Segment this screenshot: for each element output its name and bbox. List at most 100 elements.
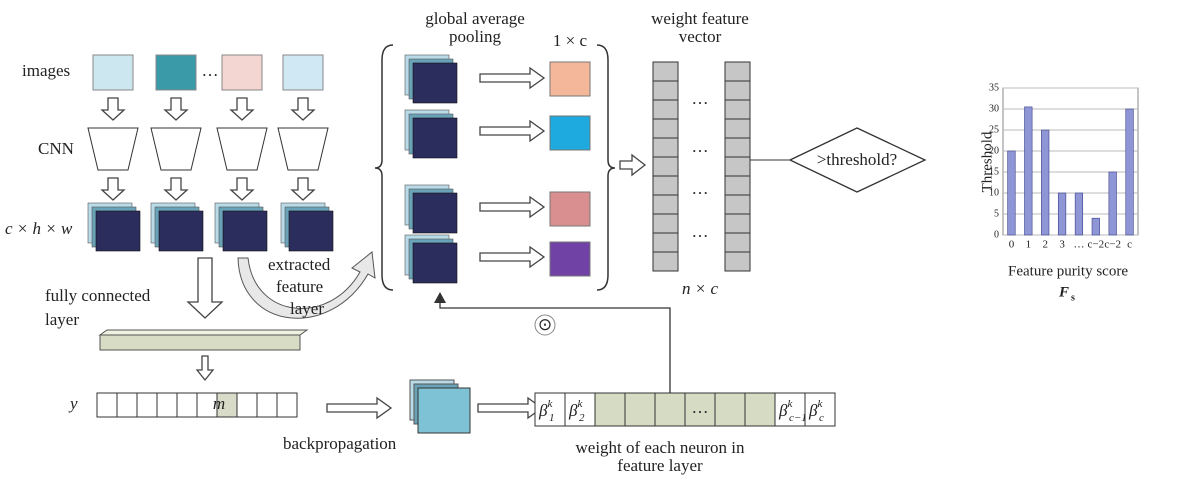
cell bbox=[237, 393, 257, 417]
bar bbox=[1008, 151, 1016, 235]
cell bbox=[653, 252, 678, 271]
label: layer bbox=[290, 299, 324, 318]
cell bbox=[725, 195, 750, 214]
arrow bbox=[478, 398, 542, 418]
arrow bbox=[620, 155, 645, 175]
cell bbox=[653, 100, 678, 119]
cell bbox=[745, 393, 775, 426]
cell bbox=[725, 214, 750, 233]
small-stack bbox=[410, 380, 470, 433]
chart: 051015202530350123…c−2c−2cThresholdFeatu… bbox=[979, 82, 1138, 303]
bar bbox=[1092, 218, 1100, 235]
y-axis-label: Threshold bbox=[979, 131, 995, 192]
label: m bbox=[213, 394, 225, 413]
cell bbox=[653, 157, 678, 176]
output-row bbox=[97, 393, 297, 417]
diagram: images … CNN c × h × w fully connected l… bbox=[0, 0, 1185, 476]
image bbox=[222, 55, 262, 90]
label: weight of each neuron in bbox=[576, 438, 745, 457]
pooling-stacks bbox=[405, 55, 457, 283]
cell bbox=[653, 138, 678, 157]
cell bbox=[715, 393, 745, 426]
cell bbox=[653, 214, 678, 233]
x-tick-label: c bbox=[1127, 239, 1132, 251]
ellipsis: … bbox=[692, 398, 709, 417]
cell bbox=[725, 138, 750, 157]
cnn bbox=[88, 128, 328, 170]
cell bbox=[725, 176, 750, 195]
x-tick-label: c−2 bbox=[1104, 239, 1121, 251]
cell bbox=[725, 157, 750, 176]
x-symbol-sub: s bbox=[1071, 292, 1075, 303]
label: weight feature bbox=[651, 9, 749, 28]
feature-maps bbox=[88, 203, 333, 251]
plot-bg bbox=[1003, 88, 1138, 235]
bar bbox=[1075, 193, 1083, 235]
image bbox=[156, 55, 196, 90]
ellipsis: … bbox=[202, 61, 219, 80]
bar bbox=[1126, 109, 1134, 235]
y-tick-label: 35 bbox=[989, 82, 999, 93]
beta-part: 2 bbox=[579, 412, 585, 424]
label: layer bbox=[45, 310, 79, 329]
arrows bbox=[102, 98, 314, 200]
label: extracted bbox=[268, 255, 331, 274]
cell bbox=[157, 393, 177, 417]
x-tick-label: 0 bbox=[1009, 239, 1015, 251]
beta-part: c−1 bbox=[789, 412, 807, 424]
pooled bbox=[550, 242, 590, 276]
cell bbox=[595, 393, 625, 426]
label: >threshold? bbox=[817, 150, 897, 169]
x-tick-label: 2 bbox=[1042, 239, 1048, 251]
cell bbox=[653, 81, 678, 100]
pooled bbox=[550, 192, 590, 226]
cell bbox=[725, 233, 750, 252]
label: global average bbox=[425, 9, 525, 28]
bar bbox=[1041, 130, 1049, 235]
x-tick-label: 1 bbox=[1026, 239, 1032, 251]
label: c × h × w bbox=[5, 219, 73, 238]
x-tick-label: c−2 bbox=[1088, 239, 1105, 251]
label: n × c bbox=[682, 279, 718, 298]
pooled bbox=[550, 62, 590, 96]
bar bbox=[1025, 107, 1033, 235]
weights-row: βk1βk2…βkc−1βkc bbox=[535, 393, 835, 426]
arrows bbox=[480, 68, 544, 267]
cell bbox=[653, 195, 678, 214]
y-tick-label: 0 bbox=[994, 229, 999, 240]
beta-part: c bbox=[819, 412, 824, 424]
cell bbox=[97, 393, 117, 417]
pooled bbox=[550, 116, 590, 150]
x-axis-label: Feature purity score bbox=[1008, 263, 1128, 279]
x-tick-label: 3 bbox=[1059, 239, 1065, 251]
y-tick-label: 30 bbox=[989, 103, 999, 114]
cell bbox=[655, 393, 685, 426]
cell bbox=[653, 62, 678, 81]
beta-part: 1 bbox=[549, 412, 555, 424]
cell bbox=[725, 252, 750, 271]
arrow bbox=[197, 356, 213, 380]
label: feature bbox=[276, 277, 323, 296]
fc-layer bbox=[100, 335, 300, 350]
label: vector bbox=[679, 27, 722, 46]
cell bbox=[117, 393, 137, 417]
cell bbox=[725, 119, 750, 138]
y-tick-label: 5 bbox=[994, 208, 999, 219]
cell bbox=[277, 393, 297, 417]
image bbox=[283, 55, 323, 90]
bar bbox=[1058, 193, 1066, 235]
image bbox=[93, 55, 133, 90]
label: pooling bbox=[449, 27, 501, 46]
x-symbol: F bbox=[1058, 284, 1069, 300]
cell bbox=[653, 233, 678, 252]
label: CNN bbox=[38, 139, 74, 158]
cell bbox=[625, 393, 655, 426]
cell bbox=[257, 393, 277, 417]
label: images bbox=[22, 61, 70, 80]
bar bbox=[1109, 172, 1117, 235]
cell bbox=[137, 393, 157, 417]
ellipsis: … bbox=[692, 222, 709, 241]
cell bbox=[725, 62, 750, 81]
label: y bbox=[68, 394, 78, 413]
cell bbox=[653, 176, 678, 195]
